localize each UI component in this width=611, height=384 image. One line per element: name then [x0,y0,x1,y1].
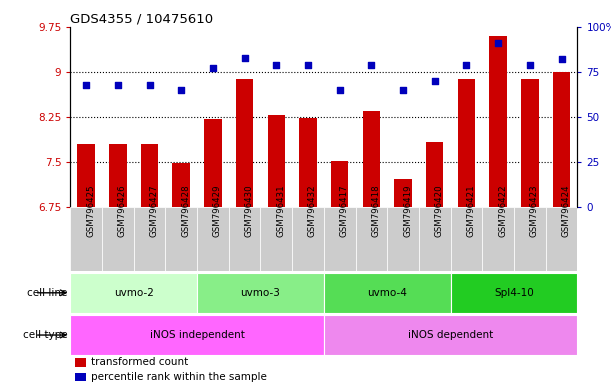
Bar [419,207,451,271]
Point [145,81,155,88]
Point [557,56,566,63]
Text: GSM796427: GSM796427 [150,184,158,237]
Point [335,87,345,93]
Bar [172,164,190,207]
Bar [75,359,87,366]
Text: GSM796418: GSM796418 [371,184,381,237]
Text: GSM796432: GSM796432 [308,184,317,237]
Point [271,62,281,68]
Bar [553,72,570,207]
Point [240,55,249,61]
Bar [102,207,134,271]
Bar [70,273,197,313]
Bar [260,207,292,271]
Text: GSM796430: GSM796430 [244,184,254,237]
Bar [489,36,507,207]
Text: percentile rank within the sample: percentile rank within the sample [90,372,266,382]
Bar [197,207,229,271]
Text: uvmo-3: uvmo-3 [241,288,280,298]
Bar [141,144,158,207]
Bar [363,111,380,207]
Bar [109,144,126,207]
Text: GSM796426: GSM796426 [118,184,127,237]
Bar [514,207,546,271]
Text: GSM796424: GSM796424 [562,184,571,237]
Text: transformed count: transformed count [90,358,188,367]
Point [113,81,123,88]
Bar [521,79,538,207]
Bar [229,207,260,271]
Bar [546,207,577,271]
Text: cell line: cell line [27,288,68,298]
Text: GSM796431: GSM796431 [276,184,285,237]
Bar [450,273,577,313]
Text: GDS4355 / 10475610: GDS4355 / 10475610 [70,13,213,26]
Bar [426,142,444,207]
Bar [204,119,222,207]
Bar [451,207,482,271]
Bar [394,179,412,207]
Text: GSM796425: GSM796425 [86,184,95,237]
Point [493,40,503,46]
Text: GSM796419: GSM796419 [403,184,412,237]
Point [430,78,440,84]
Point [525,62,535,68]
Bar [331,161,348,207]
Text: GSM796422: GSM796422 [498,184,507,237]
Point [367,62,376,68]
Point [398,87,408,93]
Point [177,87,186,93]
Bar [387,207,419,271]
Point [81,81,91,88]
Bar [78,144,95,207]
Text: GSM796421: GSM796421 [466,184,475,237]
Bar [292,207,324,271]
Text: uvmo-2: uvmo-2 [114,288,153,298]
Text: GSM796428: GSM796428 [181,184,190,237]
Text: GSM796420: GSM796420 [435,184,444,237]
Text: GSM796417: GSM796417 [340,184,349,237]
Bar [299,118,316,207]
Text: Spl4-10: Spl4-10 [494,288,534,298]
Bar [324,315,577,355]
Text: iNOS dependent: iNOS dependent [408,330,493,340]
Bar [458,79,475,207]
Text: GSM796429: GSM796429 [213,184,222,237]
Point [208,65,218,71]
Bar [197,273,324,313]
Point [461,62,471,68]
Bar [70,315,324,355]
Bar [75,373,87,381]
Text: cell type: cell type [23,330,68,340]
Bar [236,79,254,207]
Bar [268,115,285,207]
Bar [324,207,356,271]
Bar [166,207,197,271]
Bar [134,207,166,271]
Bar [324,273,450,313]
Bar [70,207,102,271]
Text: iNOS independent: iNOS independent [150,330,244,340]
Point [303,62,313,68]
Bar [482,207,514,271]
Text: GSM796423: GSM796423 [530,184,539,237]
Text: uvmo-4: uvmo-4 [367,288,407,298]
Bar [356,207,387,271]
